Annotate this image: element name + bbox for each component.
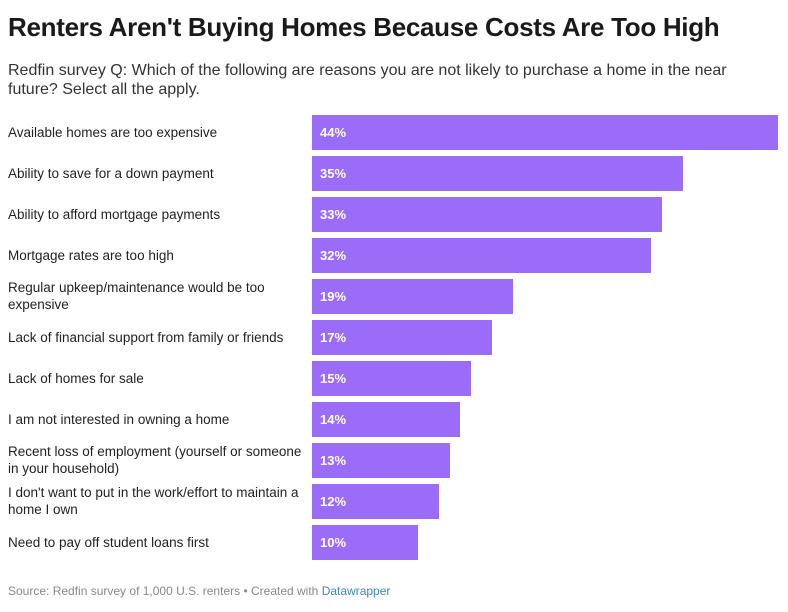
category-label: Mortgage rates are too high (8, 247, 174, 263)
bar-row: Regular upkeep/maintenance would be too … (0, 278, 788, 314)
data-label: 32% (320, 248, 347, 263)
bar-row: Mortgage rates are too high 32% (0, 237, 788, 273)
data-label: 14% (320, 412, 347, 427)
bar-row: Available homes are too expensive 44% (0, 114, 788, 150)
bar-row: Ability to save for a down payment 35% (0, 155, 788, 191)
bar-chart: Available homes are too expensive 44% Abil… (0, 114, 788, 564)
bar-row: Need to pay off student loans first 10% (0, 524, 788, 560)
category-label: Need to pay off student loans first (8, 534, 209, 550)
category-label: Ability to save for a down payment (8, 165, 214, 181)
data-label: 17% (320, 330, 347, 345)
bar-row: Lack of financial support from family or… (0, 319, 788, 355)
bar: 33% (312, 197, 662, 232)
bar: 44% (312, 115, 778, 150)
chart-title: Renters Aren't Buying Homes Because Cost… (8, 12, 720, 42)
data-label: 15% (320, 371, 347, 386)
data-label: 13% (320, 453, 347, 468)
category-label: I am not interested in owning a home (8, 411, 230, 427)
data-label: 10% (320, 535, 347, 550)
data-label: 35% (320, 166, 347, 181)
bar: 35% (312, 156, 683, 191)
bar-row: Recent loss of employment (yourself or s… (0, 442, 788, 478)
bar: 10% (312, 525, 418, 560)
bar: 17% (312, 320, 493, 355)
bar: 13% (312, 443, 450, 478)
category-label: Recent loss of employment (yourself or s… (8, 444, 302, 476)
category-label: Lack of homes for sale (8, 370, 144, 386)
category-label: Regular upkeep/maintenance would be too … (8, 280, 265, 312)
datawrapper-link[interactable]: Datawrapper (321, 584, 391, 598)
bar: 19% (312, 279, 514, 314)
source-text: Source: Redfin survey of 1,000 U.S. rent… (8, 584, 322, 598)
bar-row: Ability to afford mortgage payments 33% (0, 196, 788, 232)
chart-subtitle: Redfin survey Q: Which of the following … (8, 62, 727, 98)
source-note: Source: Redfin survey of 1,000 U.S. rent… (8, 584, 390, 598)
data-label: 44% (320, 125, 347, 140)
data-label: 33% (320, 207, 347, 222)
data-label: 19% (320, 289, 347, 304)
bar: 15% (312, 361, 471, 396)
category-label: Available homes are too expensive (8, 124, 218, 140)
bar-row: I am not interested in owning a home 14% (0, 401, 788, 437)
bar-row: Lack of homes for sale 15% (0, 360, 788, 396)
data-label: 12% (320, 494, 347, 509)
category-label: Lack of financial support from family or… (8, 329, 284, 345)
bar: 14% (312, 402, 461, 437)
bar: 32% (312, 238, 651, 273)
bar-row: I don't want to put in the work/effort t… (0, 483, 788, 519)
bar: 12% (312, 484, 440, 519)
category-label: Ability to afford mortgage payments (8, 206, 221, 222)
category-label: I don't want to put in the work/effort t… (8, 485, 299, 517)
